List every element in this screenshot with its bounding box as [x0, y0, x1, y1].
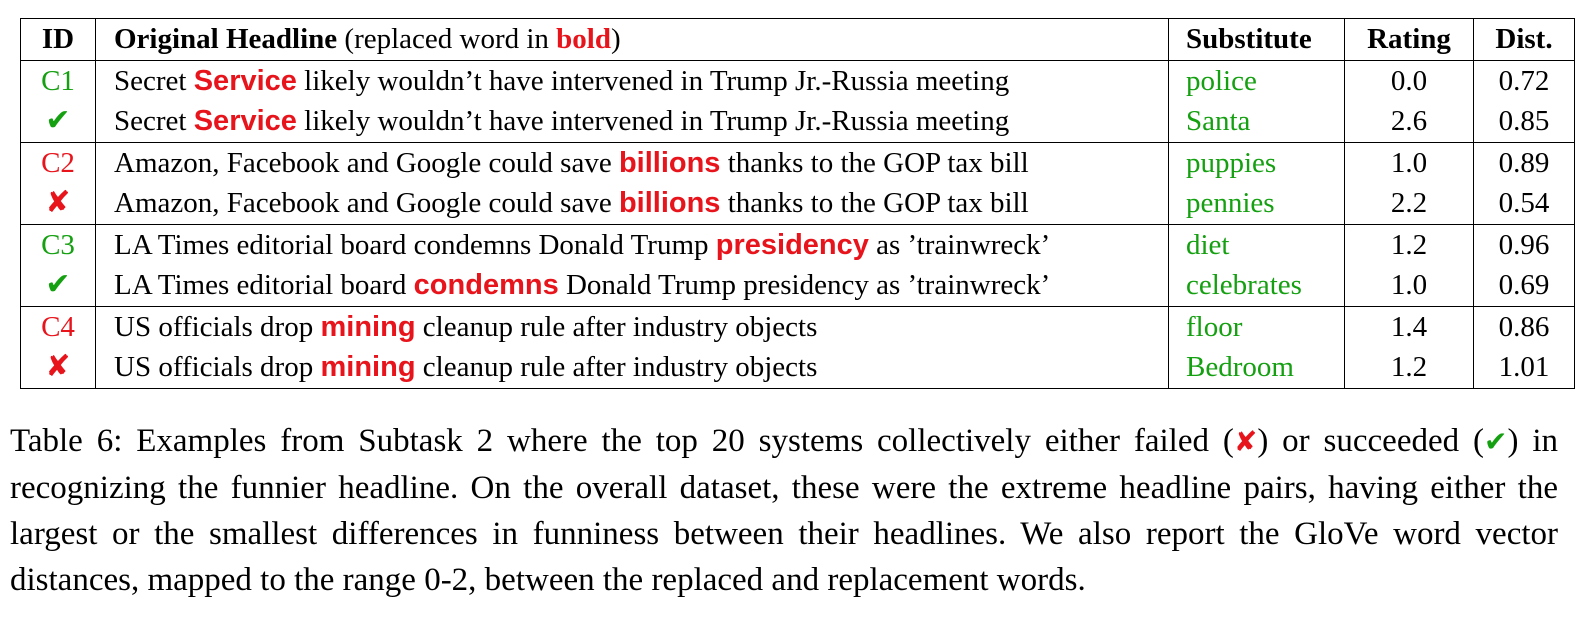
headline-text-post: cleanup rule after industry objects	[415, 310, 818, 343]
headline-text-post: thanks to the GOP tax bill	[720, 146, 1029, 179]
rating-cell: 1.4	[1344, 306, 1474, 347]
replaced-word: billions	[618, 146, 721, 179]
header-rating: Rating	[1344, 18, 1474, 61]
table-row: ✘ US officials drop mining cleanup rule a…	[20, 347, 1575, 389]
distance-cell: 0.85	[1473, 101, 1575, 143]
headline-text-pre: US officials drop	[114, 310, 321, 343]
headline-text-pre: Amazon, Facebook and Google could save	[114, 146, 619, 179]
rating-cell: 1.0	[1344, 265, 1474, 307]
outcome-cell: ✘	[20, 347, 96, 389]
headline-cell: US officials drop mining cleanup rule af…	[95, 306, 1169, 347]
case-id: C2	[20, 142, 96, 183]
substitute-cell: floor	[1168, 306, 1345, 347]
table-row: C1 Secret Service likely wouldn’t have in…	[20, 60, 1575, 101]
header-id: ID	[20, 18, 96, 61]
headline-text-post: thanks to the GOP tax bill	[720, 187, 1029, 220]
table-row: ✔ LA Times editorial board condemns Donal…	[20, 265, 1575, 307]
distance-cell: 0.86	[1473, 306, 1575, 347]
headline-cell: Secret Service likely wouldn’t have inte…	[95, 60, 1169, 101]
headline-text-post: likely wouldn’t have intervened in Trump…	[296, 105, 1010, 138]
fail-mark-icon: ✘	[1233, 425, 1258, 458]
rating-cell: 2.2	[1344, 183, 1474, 225]
replaced-word: presidency	[715, 228, 869, 261]
row-group-c2: C2 Amazon, Facebook and Google could save…	[20, 142, 1575, 225]
header-original-headline: Original Headline (replaced word in bold…	[95, 18, 1169, 61]
table-row: ✔ Secret Service likely wouldn’t have int…	[20, 101, 1575, 143]
header-dist: Dist.	[1473, 18, 1575, 61]
caption-part-1: Table 6: Examples from Subtask 2 where t…	[10, 423, 1234, 459]
substitute-cell: celebrates	[1168, 265, 1345, 307]
headline-cell: LA Times editorial board condemns Donald…	[95, 265, 1169, 307]
caption-part-3: ) in recognizing the funnier headline. O…	[10, 423, 1559, 598]
rating-cell: 1.2	[1344, 347, 1474, 389]
check-mark-icon: ✔	[45, 267, 71, 303]
headline-cell: Amazon, Facebook and Google could save b…	[95, 183, 1169, 225]
substitute-cell: puppies	[1168, 142, 1345, 183]
table-row: C4 US officials drop mining cleanup rule …	[20, 306, 1575, 347]
row-group-c3: C3 LA Times editorial board condemns Dona…	[20, 224, 1575, 307]
substitute-cell: diet	[1168, 224, 1345, 265]
cross-mark-icon: ✘	[45, 185, 71, 221]
case-id: C4	[20, 306, 96, 347]
table-caption: Table 6: Examples from Subtask 2 where t…	[10, 418, 1558, 603]
headline-text-pre: Secret	[114, 64, 194, 97]
success-mark-icon: ✔	[1484, 425, 1508, 458]
headline-text-pre: LA Times editorial board condemns Donald…	[114, 228, 716, 261]
header-headline-note: (replaced word in	[337, 23, 557, 56]
headline-cell: US officials drop mining cleanup rule af…	[95, 347, 1169, 389]
substitute-cell: Santa	[1168, 101, 1345, 143]
cross-mark-icon: ✘	[45, 349, 71, 385]
replaced-word: mining	[320, 351, 416, 384]
headline-cell: LA Times editorial board condemns Donald…	[95, 224, 1169, 265]
table-row: ✘ Amazon, Facebook and Google could save …	[20, 183, 1575, 225]
replaced-word: billions	[618, 187, 721, 220]
replaced-word: Service	[193, 105, 297, 138]
outcome-cell: ✔	[20, 101, 96, 143]
distance-cell: 0.54	[1473, 183, 1575, 225]
row-group-c1: C1 Secret Service likely wouldn’t have in…	[20, 60, 1575, 143]
distance-cell: 0.89	[1473, 142, 1575, 183]
caption-part-2: ) or succeeded (	[1257, 423, 1484, 459]
rating-cell: 1.0	[1344, 142, 1474, 183]
case-id: C1	[20, 60, 96, 101]
headline-text-pre: LA Times editorial board	[114, 269, 414, 302]
replaced-word: mining	[320, 310, 416, 343]
header-substitute: Substitute	[1168, 18, 1345, 61]
substitute-cell: police	[1168, 60, 1345, 101]
distance-cell: 0.96	[1473, 224, 1575, 265]
headline-text-post: as ’trainwreck’	[868, 228, 1051, 261]
headline-text-post: likely wouldn’t have intervened in Trump…	[296, 64, 1010, 97]
case-id: C3	[20, 224, 96, 265]
header-headline-bold: Original Headline	[114, 23, 338, 56]
headline-cell: Secret Service likely wouldn’t have inte…	[95, 101, 1169, 143]
distance-cell: 0.69	[1473, 265, 1575, 307]
replaced-word: condemns	[413, 269, 559, 302]
table-header-row: ID Original Headline (replaced word in b…	[20, 18, 1575, 61]
substitute-cell: pennies	[1168, 183, 1345, 225]
rating-cell: 0.0	[1344, 60, 1474, 101]
outcome-cell: ✔	[20, 265, 96, 307]
headline-text-pre: Secret	[114, 105, 194, 138]
outcome-cell: ✘	[20, 183, 96, 225]
header-headline-close: )	[611, 23, 621, 56]
check-mark-icon: ✔	[45, 103, 71, 139]
table-row: C3 LA Times editorial board condemns Dona…	[20, 224, 1575, 265]
distance-cell: 1.01	[1473, 347, 1575, 389]
headline-text-post: cleanup rule after industry objects	[415, 351, 818, 384]
headline-text-post: Donald Trump presidency as ’trainwreck’	[558, 269, 1051, 302]
header-headline-bold-word: bold	[556, 23, 611, 56]
headline-cell: Amazon, Facebook and Google could save b…	[95, 142, 1169, 183]
distance-cell: 0.72	[1473, 60, 1575, 101]
substitute-cell: Bedroom	[1168, 347, 1345, 389]
results-table: ID Original Headline (replaced word in b…	[20, 18, 1575, 389]
rating-cell: 1.2	[1344, 224, 1474, 265]
table-row: C2 Amazon, Facebook and Google could save…	[20, 142, 1575, 183]
headline-text-pre: US officials drop	[114, 351, 321, 384]
rating-cell: 2.6	[1344, 101, 1474, 143]
headline-text-pre: Amazon, Facebook and Google could save	[114, 187, 619, 220]
replaced-word: Service	[193, 64, 297, 97]
row-group-c4: C4 US officials drop mining cleanup rule …	[20, 306, 1575, 389]
